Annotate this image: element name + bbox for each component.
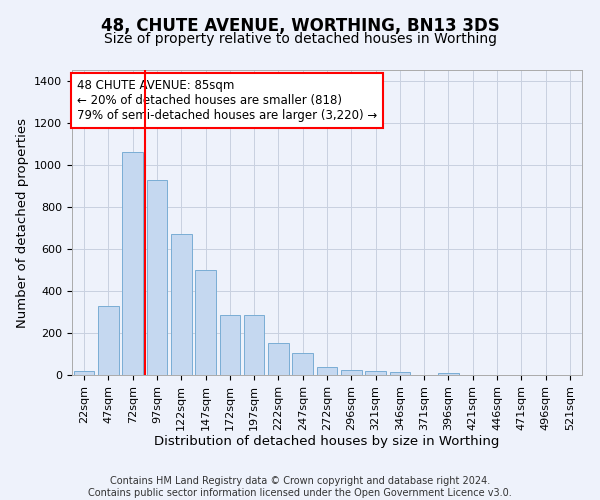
Bar xyxy=(171,234,191,375)
Bar xyxy=(292,353,313,375)
Bar xyxy=(389,372,410,375)
Bar xyxy=(146,180,167,375)
Bar xyxy=(244,315,265,375)
X-axis label: Distribution of detached houses by size in Worthing: Distribution of detached houses by size … xyxy=(154,436,500,448)
Text: Size of property relative to detached houses in Worthing: Size of property relative to detached ho… xyxy=(104,32,497,46)
Bar xyxy=(122,152,143,375)
Bar xyxy=(74,371,94,375)
Bar xyxy=(341,370,362,375)
Text: Contains HM Land Registry data © Crown copyright and database right 2024.
Contai: Contains HM Land Registry data © Crown c… xyxy=(88,476,512,498)
Y-axis label: Number of detached properties: Number of detached properties xyxy=(16,118,29,328)
Bar xyxy=(268,344,289,375)
Bar xyxy=(317,366,337,375)
Text: 48, CHUTE AVENUE, WORTHING, BN13 3DS: 48, CHUTE AVENUE, WORTHING, BN13 3DS xyxy=(101,18,499,36)
Bar xyxy=(195,270,216,375)
Bar xyxy=(438,373,459,375)
Bar xyxy=(220,315,240,375)
Bar xyxy=(365,371,386,375)
Bar xyxy=(98,306,119,375)
Text: 48 CHUTE AVENUE: 85sqm
← 20% of detached houses are smaller (818)
79% of semi-de: 48 CHUTE AVENUE: 85sqm ← 20% of detached… xyxy=(77,79,377,122)
